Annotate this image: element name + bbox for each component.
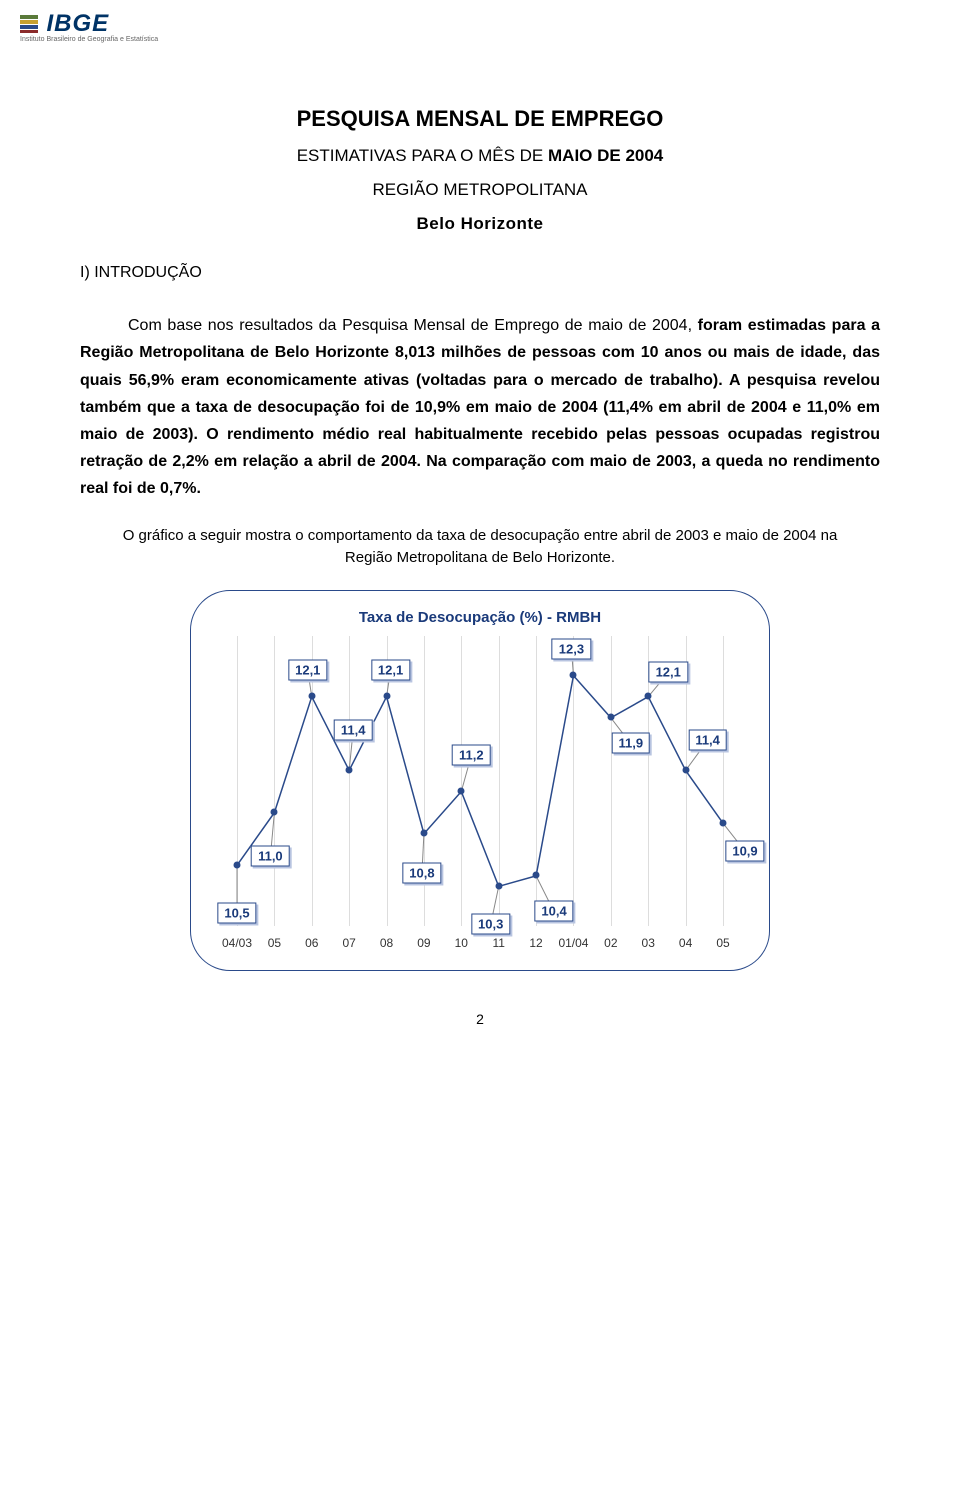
chart-value-label: 12,1 [288, 660, 327, 681]
chart-value-label: 10,9 [725, 840, 764, 861]
intro-run: Com base nos resultados da Pesquisa Mens… [128, 317, 698, 334]
page-body: PESQUISA MENSAL DE EMPREGO ESTIMATIVAS P… [0, 46, 960, 1066]
chart-marker [234, 861, 241, 868]
ibge-logo: IBGE Instituto Brasileiro de Geografia e… [20, 10, 158, 43]
intro-run: foram estimadas para a Região Metropolit… [80, 317, 880, 497]
chart-marker [420, 830, 427, 837]
chart-marker [720, 819, 727, 826]
chart-title: Taxa de Desocupação (%) - RMBH [215, 609, 745, 626]
title-sub-prefix: ESTIMATIVAS PARA O MÊS DE [297, 146, 548, 165]
chart-value-label: 12,3 [552, 639, 591, 660]
title-block: PESQUISA MENSAL DE EMPREGO ESTIMATIVAS P… [80, 106, 880, 234]
chart-value-label: 12,1 [649, 662, 688, 683]
chart-marker [607, 714, 614, 721]
title-subtitle: ESTIMATIVAS PARA O MÊS DE MAIO DE 2004 [80, 146, 880, 166]
chart-marker [682, 767, 689, 774]
chart-line-svg [215, 636, 745, 956]
logo-text: IBGE [46, 10, 109, 37]
title-main: PESQUISA MENSAL DE EMPREGO [80, 106, 880, 132]
chart-marker [383, 693, 390, 700]
chart-marker [495, 882, 502, 889]
page-number: 2 [80, 1011, 880, 1027]
chart-value-label: 10,5 [217, 902, 256, 923]
logo-subtitle: Instituto Brasileiro de Geografia e Esta… [20, 36, 158, 43]
chart-marker [645, 693, 652, 700]
chart-value-label: 11,4 [688, 730, 727, 751]
chart-value-label: 11,0 [251, 846, 290, 867]
chart-marker [570, 672, 577, 679]
chart-marker [271, 809, 278, 816]
chart-value-label: 10,3 [471, 913, 510, 934]
logo-stripes-icon [20, 15, 38, 38]
chart-value-label: 10,4 [534, 901, 573, 922]
chart-marker [533, 872, 540, 879]
chart-value-label: 12,1 [371, 660, 410, 681]
chart-value-label: 11,2 [452, 745, 491, 766]
header-logo-bar: IBGE Instituto Brasileiro de Geografia e… [0, 0, 960, 46]
section-heading: I) INTRODUÇÃO [80, 264, 880, 282]
chart-marker [346, 767, 353, 774]
chart-marker [458, 788, 465, 795]
title-sub-bold: MAIO DE 2004 [548, 146, 663, 165]
chart-value-label: 11,4 [334, 720, 373, 741]
title-region-line: REGIÃO METROPOLITANA [80, 180, 880, 200]
chart-caption: O gráfico a seguir mostra o comportament… [120, 525, 840, 570]
chart-value-label: 10,8 [402, 863, 441, 884]
chart-value-label: 11,9 [612, 733, 651, 754]
chart-plot-area: 04/0310,50511,00612,10711,40812,10910,81… [215, 636, 745, 956]
chart-marker [308, 693, 315, 700]
title-region: Belo Horizonte [80, 214, 880, 234]
intro-paragraph: Com base nos resultados da Pesquisa Mens… [80, 312, 880, 502]
chart-container: Taxa de Desocupação (%) - RMBH 04/0310,5… [190, 590, 770, 971]
